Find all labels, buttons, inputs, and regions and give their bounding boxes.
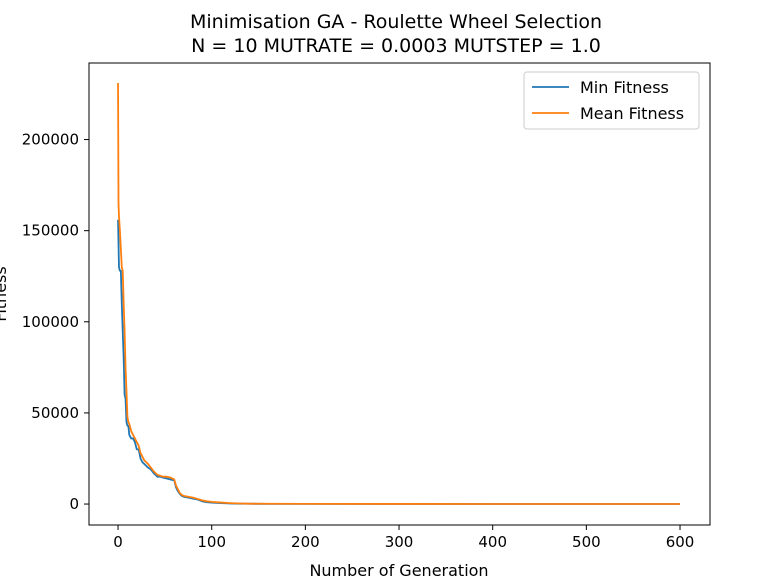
y-tick-label: 150000 xyxy=(22,222,79,240)
y-tick-label: 200000 xyxy=(22,131,79,149)
x-tick-label: 0 xyxy=(113,533,123,551)
series-line-min-fitness xyxy=(117,219,681,505)
series-line-mean-fitness xyxy=(117,83,681,505)
series-layer xyxy=(117,83,681,505)
x-axis-label: Number of Generation xyxy=(309,561,488,580)
legend: Min Fitness Mean Fitness xyxy=(523,71,700,130)
plot-area xyxy=(88,62,711,526)
legend-entry: Mean Fitness xyxy=(580,104,684,123)
x-tick-label: 300 xyxy=(385,533,414,551)
y-axis-label: Fitness xyxy=(0,266,10,321)
y-axis: 0 50000 100000 150000 200000 xyxy=(22,131,89,513)
x-tick-label: 500 xyxy=(572,533,601,551)
y-tick-label: 50000 xyxy=(31,404,79,422)
y-tick-label: 100000 xyxy=(22,313,79,331)
x-tick-label: 600 xyxy=(666,533,695,551)
chart-subtitle: N = 10 MUTRATE = 0.0003 MUTSTEP = 1.0 xyxy=(191,35,601,57)
x-axis: 0 100 200 300 400 500 600 xyxy=(113,525,694,551)
x-tick-label: 200 xyxy=(291,533,320,551)
x-tick-label: 400 xyxy=(478,533,507,551)
x-tick-label: 100 xyxy=(197,533,226,551)
legend-entry: Min Fitness xyxy=(580,78,669,97)
chart-title: Minimisation GA - Roulette Wheel Selecti… xyxy=(190,11,602,33)
y-tick-label: 0 xyxy=(69,495,79,513)
